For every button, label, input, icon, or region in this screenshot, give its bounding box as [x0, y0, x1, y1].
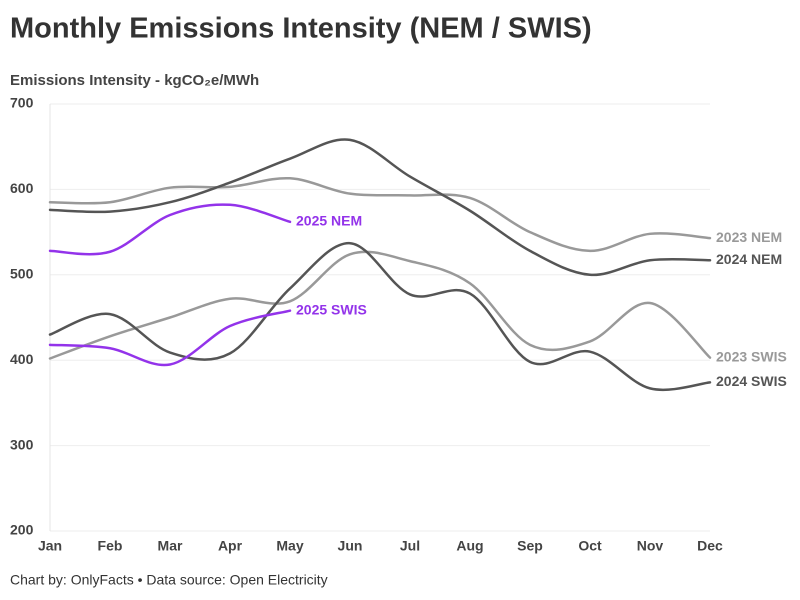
- x-tick-label: Jan: [38, 538, 62, 554]
- series-line: [48, 138, 712, 277]
- series-line: [48, 203, 292, 256]
- x-tick-label: Oct: [578, 538, 602, 554]
- x-tick-label: Feb: [98, 538, 123, 554]
- y-tick-label: 700: [10, 95, 34, 111]
- chart-title: Monthly Emissions Intensity (NEM / SWIS): [10, 13, 592, 45]
- series-label: 2025 NEM: [296, 213, 362, 229]
- series-label: 2023 SWIS: [716, 348, 787, 364]
- x-tick-label: Mar: [158, 538, 183, 554]
- x-tick-label: Jul: [400, 538, 420, 554]
- x-tick-label: May: [276, 538, 303, 554]
- series-line: [48, 250, 712, 360]
- series-label: 2023 NEM: [716, 229, 782, 245]
- y-tick-label: 600: [10, 180, 34, 196]
- x-tick-label: Sep: [517, 538, 543, 554]
- x-tick-label: Dec: [697, 538, 723, 554]
- x-tick-label: Jun: [338, 538, 363, 554]
- series-label: 2024 NEM: [716, 251, 782, 267]
- x-tick-label: Aug: [456, 538, 483, 554]
- y-tick-label: 500: [10, 266, 34, 282]
- series-line: [48, 177, 712, 253]
- y-tick-label: 300: [10, 436, 34, 452]
- y-tick-label: 200: [10, 522, 34, 538]
- series-label: 2025 SWIS: [296, 301, 367, 317]
- y-axis-label: Emissions Intensity - kgCO₂e/MWh: [10, 72, 259, 89]
- series-line: [48, 309, 292, 367]
- x-tick-label: Apr: [218, 538, 243, 554]
- caption: Chart by: OnlyFacts • Data source: Open …: [10, 572, 328, 588]
- series-label: 2024 SWIS: [716, 373, 787, 389]
- x-tick-label: Nov: [637, 538, 664, 554]
- series-line: [48, 241, 712, 391]
- y-tick-label: 400: [10, 351, 34, 367]
